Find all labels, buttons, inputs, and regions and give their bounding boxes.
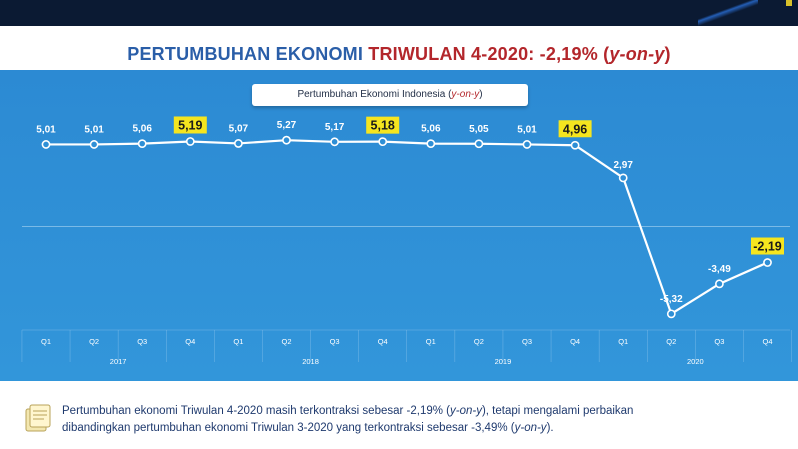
highlight-box <box>173 116 207 134</box>
x-tick-label: Q2 <box>666 337 676 346</box>
x-group-label: 2020 <box>687 357 704 366</box>
data-label: 2,97 <box>613 160 633 171</box>
data-point <box>137 139 147 149</box>
note-line1a: Pertumbuhan ekonomi Triwulan 4-2020 masi… <box>62 405 450 417</box>
data-point <box>618 173 628 183</box>
top-banner <box>0 0 798 26</box>
x-tick-label: Q3 <box>522 337 532 346</box>
x-tick-label: Q1 <box>41 337 51 346</box>
title-part1: PERTUMBUHAN EKONOMI <box>127 44 369 64</box>
data-point <box>474 139 484 149</box>
note-line1c: ), tetapi mengalami perbaikan <box>481 405 634 417</box>
x-tick-label: Q2 <box>474 337 484 346</box>
x-group-label: 2019 <box>495 357 512 366</box>
data-label: -3,49 <box>708 264 731 275</box>
subtitle-text: Pertumbuhan Ekonomi Indonesia ( <box>297 89 452 100</box>
highlight-box <box>558 120 592 138</box>
chart-subtitle: Pertumbuhan Ekonomi Indonesia (y-on-y) <box>252 84 528 106</box>
data-label: -2,19 <box>753 240 782 254</box>
note-line2c: ). <box>546 422 554 434</box>
x-tick-label: Q3 <box>330 337 340 346</box>
page-title: PERTUMBUHAN EKONOMI TRIWULAN 4-2020: -2,… <box>0 44 798 65</box>
highlight-box <box>366 116 400 134</box>
x-tick-label: Q4 <box>570 337 580 346</box>
data-label: 5,05 <box>469 124 489 135</box>
x-tick-label: Q1 <box>426 337 436 346</box>
title-part2: TRIWULAN 4-2020: -2,19% ( <box>368 44 610 64</box>
data-point <box>763 258 772 267</box>
note-line2a: dibandingkan pertumbuhan ekonomi Triwula… <box>62 422 515 434</box>
data-point <box>185 137 195 146</box>
x-tick-label: Q2 <box>281 337 291 346</box>
x-tick-label: Q1 <box>618 337 628 346</box>
x-tick-label: Q3 <box>137 337 147 346</box>
data-label: 5,27 <box>277 120 297 131</box>
data-label: 5,01 <box>517 124 537 135</box>
title-part4: ) <box>664 44 671 64</box>
data-label: 5,07 <box>229 123 249 134</box>
data-point <box>666 309 676 319</box>
data-label: 5,17 <box>325 122 345 133</box>
x-group-label: 2018 <box>302 357 319 366</box>
highlight-box <box>751 237 784 255</box>
data-point <box>522 140 532 149</box>
banner-decoration <box>698 0 758 26</box>
x-tick-label: Q4 <box>378 337 388 346</box>
x-tick-label: Q1 <box>233 337 243 346</box>
chart-panel: 5,01 5,01 5,06 5,19 5,07 5,27 5,17 5,18 5,06 5,05… <box>0 70 798 381</box>
x-tick-label: Q4 <box>762 337 772 346</box>
x-group-label: 2017 <box>110 357 127 366</box>
data-point <box>330 137 339 147</box>
x-tick-label: Q3 <box>714 337 724 346</box>
data-point <box>282 135 291 145</box>
data-point <box>233 139 243 148</box>
data-label: 5,01 <box>36 124 56 135</box>
data-point <box>570 140 580 150</box>
x-tick-label: Q2 <box>89 337 99 346</box>
data-point <box>89 140 99 149</box>
note-line1b: y-on-y <box>450 405 482 417</box>
data-label: 5,06 <box>132 124 152 135</box>
subtitle-italic: y-on-y <box>451 89 480 100</box>
data-label: 5,19 <box>178 118 202 132</box>
data-label: 5,01 <box>84 124 104 135</box>
data-label: 4,96 <box>563 122 587 136</box>
x-tick-label: Q4 <box>185 337 195 346</box>
document-note-icon <box>25 404 51 432</box>
series-line <box>46 139 768 316</box>
line-chart: 5,01 5,01 5,06 5,19 5,07 5,27 5,17 5,18 5,06 5,05… <box>21 116 792 366</box>
title-part3: y-on-y <box>609 44 665 64</box>
data-point <box>378 137 388 147</box>
data-point <box>715 279 724 289</box>
data-label: 5,18 <box>371 119 395 133</box>
banner-mark <box>786 0 792 6</box>
subtitle-close: ) <box>479 89 483 100</box>
note-text: Pertumbuhan ekonomi Triwulan 4-2020 masi… <box>62 403 782 437</box>
data-label: 5,06 <box>421 124 441 135</box>
data-point <box>426 139 436 149</box>
data-point <box>41 140 51 149</box>
footer-note: Pertumbuhan ekonomi Triwulan 4-2020 masi… <box>0 381 798 449</box>
note-line2b: y-on-y <box>514 422 547 434</box>
data-label: -5,32 <box>660 294 683 305</box>
